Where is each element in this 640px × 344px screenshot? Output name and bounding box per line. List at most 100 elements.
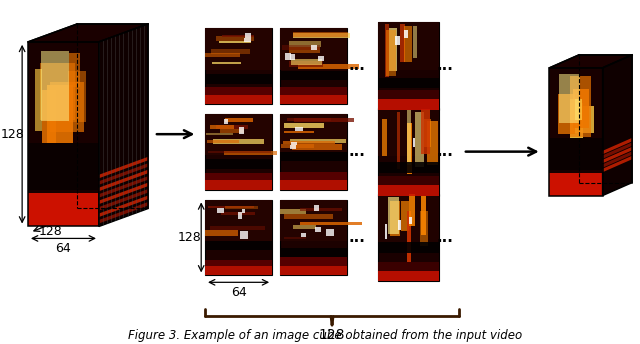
- Bar: [205, 87, 272, 104]
- Polygon shape: [603, 142, 632, 159]
- Bar: [220, 129, 244, 132]
- Polygon shape: [603, 138, 632, 154]
- Bar: [211, 125, 234, 129]
- Bar: [291, 142, 297, 145]
- Bar: [280, 209, 305, 214]
- Bar: [550, 173, 603, 195]
- Bar: [378, 108, 439, 195]
- Bar: [407, 109, 411, 165]
- Bar: [421, 109, 430, 154]
- Bar: [408, 122, 412, 174]
- Bar: [280, 87, 347, 104]
- Bar: [280, 114, 347, 190]
- Bar: [205, 260, 272, 275]
- Bar: [281, 144, 314, 148]
- Bar: [205, 230, 237, 236]
- Bar: [287, 118, 331, 121]
- Bar: [280, 266, 347, 275]
- Bar: [205, 173, 272, 190]
- Bar: [69, 54, 80, 87]
- Polygon shape: [603, 55, 632, 195]
- Bar: [378, 271, 439, 281]
- Bar: [205, 95, 272, 104]
- Bar: [316, 227, 321, 232]
- Bar: [378, 22, 439, 70]
- Bar: [385, 24, 389, 77]
- Bar: [389, 29, 397, 71]
- Bar: [205, 114, 272, 155]
- Polygon shape: [550, 55, 632, 68]
- Bar: [280, 114, 347, 155]
- Bar: [284, 237, 306, 239]
- Bar: [280, 28, 347, 69]
- Bar: [280, 257, 347, 275]
- Polygon shape: [99, 24, 148, 226]
- Text: Figure 3. Example of an image cube obtained from the input video: Figure 3. Example of an image cube obtai…: [128, 329, 522, 342]
- Polygon shape: [603, 151, 632, 168]
- Text: ...: ...: [348, 58, 365, 73]
- Bar: [397, 112, 400, 169]
- Text: ...: ...: [348, 230, 365, 245]
- Bar: [216, 36, 254, 41]
- Bar: [242, 209, 245, 213]
- Bar: [312, 45, 317, 50]
- Bar: [225, 151, 277, 155]
- Bar: [378, 108, 439, 156]
- Polygon shape: [99, 202, 148, 224]
- Bar: [378, 185, 439, 195]
- Bar: [404, 26, 412, 63]
- Bar: [301, 233, 307, 237]
- Text: 64: 64: [56, 242, 71, 255]
- Bar: [408, 211, 411, 263]
- Bar: [205, 132, 234, 136]
- Bar: [300, 208, 342, 211]
- Bar: [47, 85, 73, 158]
- Bar: [205, 159, 272, 169]
- Bar: [28, 143, 99, 190]
- Bar: [420, 211, 428, 246]
- Bar: [421, 196, 426, 235]
- Bar: [388, 197, 399, 235]
- Bar: [280, 200, 347, 275]
- Bar: [289, 61, 323, 67]
- Bar: [205, 200, 272, 241]
- Polygon shape: [28, 24, 148, 42]
- Bar: [292, 225, 316, 229]
- Bar: [280, 181, 347, 190]
- Bar: [239, 127, 244, 133]
- Polygon shape: [99, 163, 148, 185]
- Bar: [413, 26, 417, 58]
- Bar: [570, 99, 582, 120]
- Bar: [225, 119, 228, 124]
- Bar: [385, 224, 387, 239]
- Bar: [293, 32, 348, 37]
- Bar: [205, 28, 272, 69]
- Polygon shape: [603, 156, 632, 172]
- Bar: [205, 114, 272, 190]
- Bar: [298, 64, 359, 69]
- Bar: [205, 200, 272, 275]
- Bar: [378, 162, 439, 173]
- Bar: [208, 206, 254, 208]
- Bar: [378, 99, 439, 110]
- Bar: [570, 106, 594, 133]
- Bar: [41, 51, 69, 121]
- Bar: [318, 56, 324, 61]
- Bar: [292, 144, 342, 150]
- Polygon shape: [99, 157, 148, 178]
- Polygon shape: [99, 183, 148, 204]
- Bar: [289, 41, 321, 47]
- Bar: [280, 71, 347, 80]
- Bar: [378, 242, 439, 253]
- Bar: [68, 71, 86, 122]
- Bar: [428, 121, 438, 165]
- Bar: [28, 193, 99, 226]
- Bar: [284, 123, 324, 128]
- Bar: [205, 28, 272, 104]
- Bar: [386, 30, 396, 76]
- Bar: [216, 126, 248, 129]
- Bar: [208, 151, 271, 153]
- Bar: [284, 141, 335, 143]
- Bar: [211, 49, 250, 54]
- Bar: [409, 194, 415, 226]
